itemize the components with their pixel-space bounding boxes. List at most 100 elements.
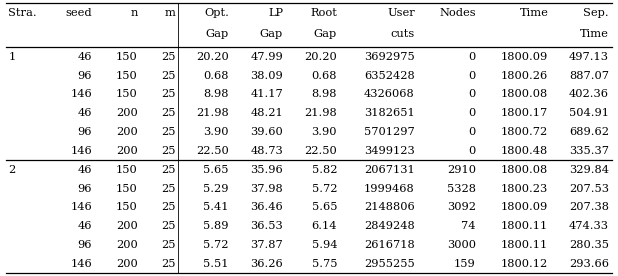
Text: 150: 150 xyxy=(116,165,138,175)
Text: 48.73: 48.73 xyxy=(250,146,283,156)
Text: 3092: 3092 xyxy=(447,202,476,212)
Text: 25: 25 xyxy=(161,52,176,62)
Text: 146: 146 xyxy=(70,202,92,212)
Text: 329.84: 329.84 xyxy=(569,165,609,175)
Text: 41.17: 41.17 xyxy=(250,89,283,99)
Text: Gap: Gap xyxy=(206,29,229,39)
Text: 5.75: 5.75 xyxy=(311,259,337,269)
Text: 5.72: 5.72 xyxy=(203,240,229,250)
Text: 1800.09: 1800.09 xyxy=(501,52,548,62)
Text: 5.72: 5.72 xyxy=(311,184,337,193)
Text: 2: 2 xyxy=(8,165,15,175)
Text: 25: 25 xyxy=(161,108,176,118)
Text: cuts: cuts xyxy=(391,29,415,39)
Text: 1800.26: 1800.26 xyxy=(501,71,548,81)
Text: 2910: 2910 xyxy=(447,165,476,175)
Text: LP: LP xyxy=(268,8,283,18)
Text: 504.91: 504.91 xyxy=(569,108,609,118)
Text: 0: 0 xyxy=(468,89,476,99)
Text: 48.21: 48.21 xyxy=(250,108,283,118)
Text: 0.68: 0.68 xyxy=(203,71,229,81)
Text: 5.82: 5.82 xyxy=(311,165,337,175)
Text: 150: 150 xyxy=(116,52,138,62)
Text: 207.53: 207.53 xyxy=(569,184,609,193)
Text: 3499123: 3499123 xyxy=(364,146,415,156)
Text: 25: 25 xyxy=(161,71,176,81)
Text: 1800.08: 1800.08 xyxy=(501,165,548,175)
Text: 402.36: 402.36 xyxy=(569,89,609,99)
Text: 1800.11: 1800.11 xyxy=(501,221,548,231)
Text: 1: 1 xyxy=(8,52,15,62)
Text: 39.60: 39.60 xyxy=(250,127,283,137)
Text: Stra.: Stra. xyxy=(8,8,37,18)
Text: 1800.17: 1800.17 xyxy=(501,108,548,118)
Text: 21.98: 21.98 xyxy=(304,108,337,118)
Text: 25: 25 xyxy=(161,165,176,175)
Text: 4326068: 4326068 xyxy=(364,89,415,99)
Text: 3000: 3000 xyxy=(447,240,476,250)
Text: 46: 46 xyxy=(77,108,92,118)
Text: 96: 96 xyxy=(77,184,92,193)
Text: 46: 46 xyxy=(77,221,92,231)
Text: 200: 200 xyxy=(116,146,138,156)
Text: 159: 159 xyxy=(454,259,476,269)
Text: Sep.: Sep. xyxy=(583,8,609,18)
Text: 25: 25 xyxy=(161,259,176,269)
Text: Gap: Gap xyxy=(314,29,337,39)
Text: 35.96: 35.96 xyxy=(250,165,283,175)
Text: 0: 0 xyxy=(468,146,476,156)
Text: 37.98: 37.98 xyxy=(250,184,283,193)
Text: 2849248: 2849248 xyxy=(364,221,415,231)
Text: Gap: Gap xyxy=(260,29,283,39)
Text: 200: 200 xyxy=(116,108,138,118)
Text: 22.50: 22.50 xyxy=(196,146,229,156)
Text: 146: 146 xyxy=(70,146,92,156)
Text: 25: 25 xyxy=(161,221,176,231)
Text: 689.62: 689.62 xyxy=(569,127,609,137)
Text: 5.89: 5.89 xyxy=(203,221,229,231)
Text: 96: 96 xyxy=(77,127,92,137)
Text: 200: 200 xyxy=(116,127,138,137)
Text: 1800.12: 1800.12 xyxy=(501,259,548,269)
Text: 200: 200 xyxy=(116,221,138,231)
Text: 47.99: 47.99 xyxy=(250,52,283,62)
Text: 5.29: 5.29 xyxy=(203,184,229,193)
Text: 5701297: 5701297 xyxy=(364,127,415,137)
Text: 96: 96 xyxy=(77,240,92,250)
Text: 150: 150 xyxy=(116,202,138,212)
Text: 96: 96 xyxy=(77,71,92,81)
Text: 200: 200 xyxy=(116,259,138,269)
Text: 46: 46 xyxy=(77,165,92,175)
Text: 5.94: 5.94 xyxy=(311,240,337,250)
Text: 1800.11: 1800.11 xyxy=(501,240,548,250)
Text: Time: Time xyxy=(519,8,548,18)
Text: User: User xyxy=(387,8,415,18)
Text: 5.65: 5.65 xyxy=(311,202,337,212)
Text: Root: Root xyxy=(310,8,337,18)
Text: 20.20: 20.20 xyxy=(196,52,229,62)
Text: 25: 25 xyxy=(161,202,176,212)
Text: 37.87: 37.87 xyxy=(250,240,283,250)
Text: 3.90: 3.90 xyxy=(203,127,229,137)
Text: 2616718: 2616718 xyxy=(364,240,415,250)
Text: 200: 200 xyxy=(116,240,138,250)
Text: m: m xyxy=(165,8,176,18)
Text: 0.68: 0.68 xyxy=(311,71,337,81)
Text: Nodes: Nodes xyxy=(439,8,476,18)
Text: 1800.09: 1800.09 xyxy=(501,202,548,212)
Text: 20.20: 20.20 xyxy=(304,52,337,62)
Text: 38.09: 38.09 xyxy=(250,71,283,81)
Text: seed: seed xyxy=(66,8,92,18)
Text: 1800.72: 1800.72 xyxy=(501,127,548,137)
Text: 150: 150 xyxy=(116,71,138,81)
Text: 3692975: 3692975 xyxy=(364,52,415,62)
Text: 146: 146 xyxy=(70,259,92,269)
Text: 5.51: 5.51 xyxy=(203,259,229,269)
Text: 497.13: 497.13 xyxy=(569,52,609,62)
Text: 280.35: 280.35 xyxy=(569,240,609,250)
Text: 5.41: 5.41 xyxy=(203,202,229,212)
Text: 25: 25 xyxy=(161,127,176,137)
Text: 2148806: 2148806 xyxy=(364,202,415,212)
Text: 0: 0 xyxy=(468,108,476,118)
Text: 146: 146 xyxy=(70,89,92,99)
